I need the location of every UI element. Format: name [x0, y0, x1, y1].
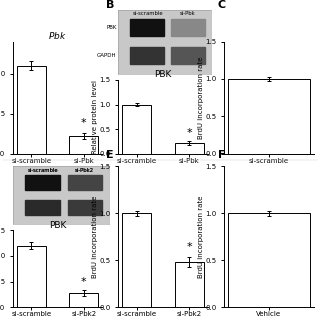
Text: *: *: [187, 242, 192, 252]
Bar: [123, 105, 151, 154]
Y-axis label: Relative protein level: Relative protein level: [92, 80, 98, 154]
Y-axis label: BrdU incorporation rate: BrdU incorporation rate: [198, 56, 204, 139]
Text: si-scramble: si-scramble: [28, 168, 59, 172]
Bar: [228, 79, 309, 154]
Bar: [171, 47, 205, 64]
Bar: [25, 200, 60, 215]
Text: si-Pbk2: si-Pbk2: [75, 168, 94, 172]
Bar: [17, 66, 46, 154]
Y-axis label: BrdU incorporation rate: BrdU incorporation rate: [92, 196, 98, 278]
Bar: [131, 19, 164, 36]
Bar: [175, 143, 204, 154]
Title: $\it{Pbk}$: $\it{Pbk}$: [48, 30, 67, 41]
Bar: [69, 136, 98, 154]
Text: si-scramble: si-scramble: [28, 168, 59, 172]
Bar: [17, 246, 46, 307]
Text: F: F: [218, 150, 225, 160]
Text: GAPDH: GAPDH: [97, 53, 116, 58]
Bar: [228, 213, 309, 307]
Text: E: E: [106, 150, 113, 160]
Bar: [69, 293, 98, 307]
Title: PBK: PBK: [49, 220, 66, 230]
Bar: [25, 175, 60, 190]
Text: *: *: [81, 118, 87, 128]
Text: *: *: [81, 277, 87, 287]
Bar: [131, 47, 164, 64]
Bar: [175, 262, 204, 307]
Text: si-Pbk2: si-Pbk2: [75, 168, 94, 172]
Text: si-Pbk: si-Pbk: [180, 11, 196, 16]
Bar: [171, 19, 205, 36]
Title: PBK: PBK: [155, 70, 172, 79]
Text: si-scramble: si-scramble: [133, 11, 164, 16]
Text: PBK: PBK: [106, 25, 116, 30]
Bar: [68, 200, 102, 215]
Y-axis label: BrdU incorporation rate: BrdU incorporation rate: [198, 196, 204, 278]
Bar: [68, 175, 102, 190]
Text: *: *: [187, 128, 192, 138]
Text: C: C: [218, 0, 226, 10]
Bar: [123, 213, 151, 307]
Text: B: B: [106, 0, 114, 10]
